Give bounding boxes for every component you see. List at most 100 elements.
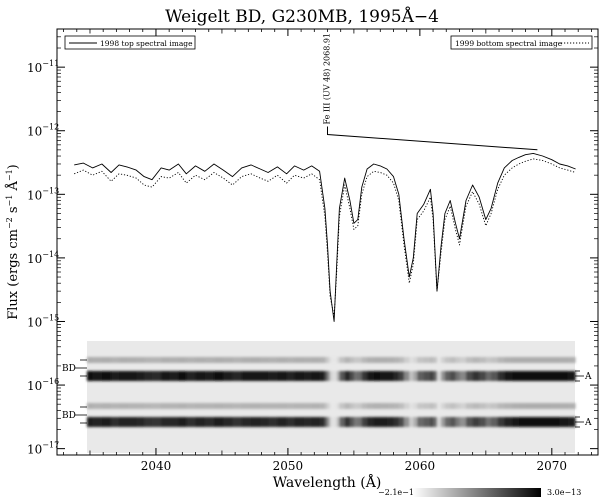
image-band-segment xyxy=(344,371,351,381)
image-band-segment xyxy=(380,417,388,427)
image-band-faint xyxy=(101,403,112,409)
legend-right-box xyxy=(450,35,593,50)
image-band-faint xyxy=(330,357,335,363)
image-band-segment xyxy=(491,371,499,381)
image-band-faint xyxy=(344,403,351,409)
spectral-image xyxy=(87,341,576,453)
image-band-segment xyxy=(361,417,368,427)
image-band-faint xyxy=(136,403,145,409)
image-band-faint xyxy=(336,357,340,363)
image-band-faint xyxy=(525,357,534,363)
image-band-faint xyxy=(361,403,368,409)
image-band-faint xyxy=(303,357,313,363)
legend-left-label: 1998 top spectral image xyxy=(100,39,193,48)
image-band-segment xyxy=(450,417,457,427)
image-band-segment xyxy=(87,417,94,427)
image-band-segment xyxy=(542,371,553,381)
image-band-faint xyxy=(533,357,544,363)
image-band-faint xyxy=(404,403,410,409)
image-band-segment xyxy=(286,371,296,381)
image-band-segment xyxy=(349,371,355,381)
image-band-segment xyxy=(327,417,331,427)
image-band-segment xyxy=(178,371,187,381)
image-band-faint xyxy=(380,357,388,363)
image-band-segment xyxy=(525,371,534,381)
image-band-segment xyxy=(195,371,206,381)
image-band-segment xyxy=(286,417,296,427)
image-band-faint xyxy=(485,403,492,409)
image-band-segment xyxy=(144,371,153,381)
image-band-faint xyxy=(450,403,457,409)
image-band-segment xyxy=(119,417,128,427)
image-band-faint xyxy=(459,403,467,409)
image-band-segment xyxy=(241,417,252,427)
image-band-segment xyxy=(497,417,505,427)
image-band-segment xyxy=(455,371,461,381)
y-axis-label-sup2: −1 xyxy=(5,195,14,207)
image-band-segment xyxy=(161,417,170,427)
image-band-segment xyxy=(518,417,526,427)
image-band-faint xyxy=(111,403,120,409)
image-band-segment xyxy=(260,371,269,381)
image-band-segment xyxy=(437,417,442,427)
image-band-faint xyxy=(433,357,438,363)
image-band-faint xyxy=(398,403,405,409)
image-band-faint xyxy=(204,403,215,409)
image-band-segment xyxy=(232,417,243,427)
image-band-segment xyxy=(101,417,112,427)
image-band-segment xyxy=(324,371,329,381)
image-band-segment xyxy=(551,371,561,381)
image-band-faint xyxy=(455,403,461,409)
image-band-segment xyxy=(459,371,467,381)
image-band-segment xyxy=(450,371,457,381)
image-band-segment xyxy=(398,371,405,381)
image-band-faint xyxy=(214,403,224,409)
image-band-segment xyxy=(353,371,359,381)
image-band-segment xyxy=(119,371,128,381)
image-band-segment xyxy=(386,371,395,381)
image-band-segment xyxy=(413,371,418,381)
image-band-faint xyxy=(136,357,145,363)
image-band-faint xyxy=(417,403,425,409)
image-band-segment xyxy=(504,417,513,427)
image-band-segment xyxy=(136,371,145,381)
image-band-segment xyxy=(251,417,261,427)
image-band-faint xyxy=(251,403,261,409)
image-band-segment xyxy=(126,371,137,381)
image-band-faint xyxy=(441,357,446,363)
image-band-faint xyxy=(423,357,431,363)
image-band-segment xyxy=(559,417,569,427)
image-band-faint xyxy=(518,403,526,409)
image-band-faint xyxy=(195,357,206,363)
image-band-segment xyxy=(357,371,363,381)
image-band-faint xyxy=(567,403,576,409)
image-band-faint xyxy=(479,357,487,363)
colorbar: −2.1e−14 3.0e−13 xyxy=(378,488,581,497)
image-band-segment xyxy=(111,417,120,427)
y-tick-label: 10−12 xyxy=(27,123,59,139)
image-band-segment xyxy=(268,417,278,427)
image-band-segment xyxy=(324,417,329,427)
image-band-faint xyxy=(260,403,269,409)
image-band-segment xyxy=(433,371,438,381)
image-band-faint xyxy=(324,403,329,409)
x-tick-label: 2050 xyxy=(273,459,304,473)
image-band-segment xyxy=(330,371,335,381)
image-band-segment xyxy=(559,371,569,381)
image-band-segment xyxy=(136,417,145,427)
image-band-faint xyxy=(441,403,446,409)
image-band-segment xyxy=(542,417,553,427)
image-band-faint xyxy=(152,357,162,363)
image-band-faint xyxy=(277,403,288,409)
image-band-faint xyxy=(491,403,499,409)
image-band-segment xyxy=(404,417,410,427)
y-axis-label-mid1: s xyxy=(6,206,21,217)
image-band-faint xyxy=(466,357,474,363)
image-band-segment xyxy=(525,417,534,427)
y-tick-label: 10−13 xyxy=(27,186,59,202)
image-band-faint xyxy=(339,403,346,409)
image-band-faint xyxy=(334,357,338,363)
image-band-faint xyxy=(367,357,375,363)
image-band-segment xyxy=(485,371,492,381)
image-band-faint xyxy=(344,357,351,363)
